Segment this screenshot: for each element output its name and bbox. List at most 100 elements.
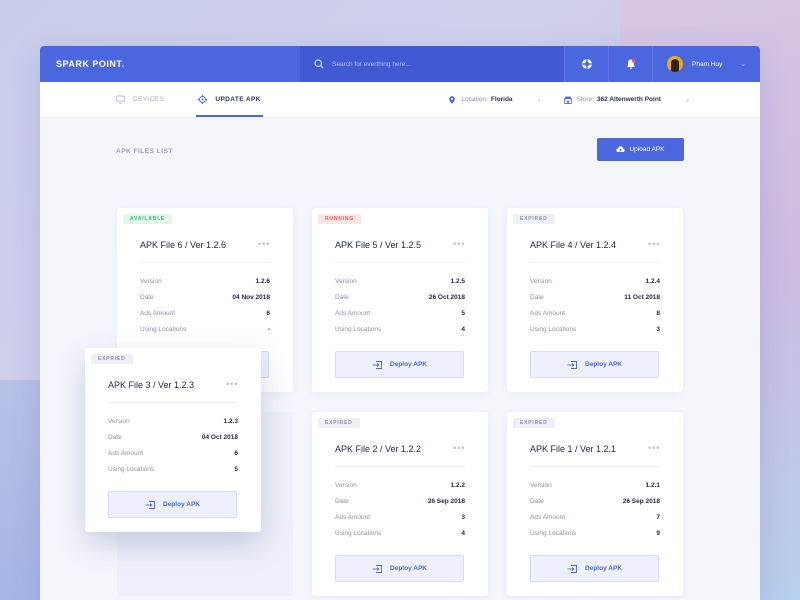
deploy-icon [567, 360, 577, 369]
divider [108, 402, 238, 403]
deploy-apk-label: Deploy APK [390, 565, 427, 572]
ads-row: Ads Amount 6 [108, 450, 238, 457]
user-name: Pham Huy [692, 60, 723, 68]
deploy-apk-label: Deploy APK [390, 361, 427, 368]
apk-card: EXPIRED APK File 2 / Ver 1.2.2 ••• Versi… [312, 412, 488, 596]
date-row: Date 04 Nov 2018 [140, 294, 270, 301]
more-options-icon[interactable]: ••• [226, 379, 239, 389]
more-options-icon[interactable]: ••• [453, 239, 466, 249]
location-label: Location: [461, 96, 488, 103]
avatar [667, 56, 683, 72]
brand-logo[interactable]: SPARK POINT. [56, 59, 125, 69]
deploy-apk-button[interactable]: Deploy APK [530, 351, 659, 378]
app-window: SPARK POINT. Pham Huy ⌄ DEVICES UPDATE A… [40, 46, 760, 600]
card-title: APK File 6 / Ver 1.2.6 [140, 240, 227, 250]
more-options-icon[interactable]: ••• [258, 239, 271, 249]
cloud-upload-icon [616, 146, 626, 152]
location-value: Florida [490, 96, 513, 103]
version-row: Version 1.2.2 [335, 482, 465, 489]
search-input[interactable] [332, 60, 532, 68]
date-row: Date 11 Oct 2018 [530, 294, 660, 301]
date-row: Date 26 Oct 2018 [335, 294, 465, 301]
locations-row: Using Locations 5 [108, 466, 238, 473]
store-filter[interactable]: Store: 362 Altenwerth Point ⌄ [563, 96, 690, 104]
version-row: Version 1.2.5 [335, 278, 465, 285]
date-row: Date 04 Oct 2018 [108, 434, 238, 441]
tab-update-apk[interactable]: UPDATE APK [196, 82, 263, 117]
version-row: Version 1.2.3 [108, 418, 238, 425]
filters: Location: Florida ⌄ Store: 362 Altenwert… [426, 82, 760, 117]
upload-apk-label: Upload APK [629, 146, 665, 153]
deploy-apk-button[interactable]: Deploy APK [335, 351, 464, 378]
deploy-apk-label: Deploy APK [163, 501, 200, 508]
divider [530, 262, 660, 263]
top-header: SPARK POINT. Pham Huy ⌄ [40, 46, 760, 82]
version-row: Version 1.2.6 [140, 278, 270, 285]
status-badge: EXPIRED [513, 214, 555, 224]
store-label: Store: [576, 96, 594, 103]
version-row: Version 1.2.4 [530, 278, 660, 285]
ads-row: Ads Amount 6 [140, 310, 270, 317]
date-row: Date 26 Sep 2018 [530, 498, 660, 505]
version-row: Version 1.2.1 [530, 482, 660, 489]
deploy-icon [372, 360, 382, 369]
apk-card: EXPIRED APK File 4 / Ver 1.2.4 ••• Versi… [507, 208, 683, 392]
user-menu[interactable]: Pham Huy ⌄ [652, 46, 760, 82]
card-title: APK File 3 / Ver 1.2.3 [108, 380, 195, 390]
notifications-button[interactable] [608, 46, 652, 82]
card-title: APK File 5 / Ver 1.2.5 [335, 240, 422, 250]
status-badge: EXPRIED [91, 354, 133, 364]
locations-row: Using Locations 3 [530, 326, 660, 333]
upload-apk-button[interactable]: Upload APK [597, 138, 684, 161]
divider [335, 466, 465, 467]
settings-target-icon [198, 95, 208, 104]
apk-card-dragging[interactable]: EXPRIED APK File 3 / Ver 1.2.3 ••• Versi… [85, 348, 261, 532]
deploy-apk-button[interactable]: Deploy APK [108, 491, 237, 518]
chevron-down-icon: ⌄ [740, 61, 746, 68]
help-button[interactable] [564, 46, 608, 82]
lifebuoy-icon [581, 58, 592, 70]
search-icon [314, 59, 324, 69]
deploy-apk-label: Deploy APK [585, 565, 622, 572]
locations-row: Using Locations - [140, 326, 270, 333]
monitor-icon [116, 95, 125, 104]
deploy-icon [372, 564, 382, 573]
tab-update-apk-label: UPDATE APK [215, 96, 261, 103]
search-bar [300, 46, 564, 82]
chevron-down-icon: ⌄ [684, 97, 690, 103]
card-title: APK File 4 / Ver 1.2.4 [530, 240, 617, 250]
section-title: APK FILES LIST [116, 148, 173, 155]
deploy-apk-button[interactable]: Deploy APK [335, 555, 464, 582]
locations-row: Using Locations 9 [530, 530, 660, 537]
location-pin-icon [449, 95, 456, 104]
chevron-down-icon: ⌄ [536, 97, 542, 103]
store-icon [563, 96, 572, 104]
store-value: 362 Altenwerth Point [596, 96, 661, 103]
status-badge: EXPIRED [513, 418, 555, 428]
ads-row: Ads Amount 8 [530, 310, 660, 317]
ads-row: Ads Amount 7 [530, 514, 660, 521]
more-options-icon[interactable]: ••• [648, 239, 661, 249]
divider [335, 262, 465, 263]
location-filter[interactable]: Location: Florida ⌄ [448, 95, 542, 104]
deploy-apk-button[interactable]: Deploy APK [530, 555, 659, 582]
tab-devices-label: DEVICES [133, 96, 165, 103]
deploy-apk-label: Deploy APK [585, 361, 622, 368]
ads-row: Ads Amount 3 [335, 514, 465, 521]
status-badge: RUNNING [318, 214, 361, 224]
divider [530, 466, 660, 467]
locations-row: Using Locations 4 [335, 530, 465, 537]
card-title: APK File 1 / Ver 1.2.1 [530, 444, 617, 454]
locations-row: Using Locations 4 [335, 326, 465, 333]
deploy-icon [145, 500, 155, 509]
bell-icon [626, 59, 635, 69]
card-title: APK File 2 / Ver 1.2.2 [335, 444, 422, 454]
status-badge: AVAILABLE [123, 214, 173, 224]
status-badge: EXPIRED [318, 418, 360, 428]
more-options-icon[interactable]: ••• [453, 443, 466, 453]
deploy-icon [567, 564, 577, 573]
apk-card: EXPIRED APK File 1 / Ver 1.2.1 ••• Versi… [507, 412, 683, 596]
sub-navigation: DEVICES UPDATE APK Location: Florida ⌄ S… [40, 82, 760, 118]
more-options-icon[interactable]: ••• [648, 443, 661, 453]
tab-devices[interactable]: DEVICES [116, 82, 164, 117]
